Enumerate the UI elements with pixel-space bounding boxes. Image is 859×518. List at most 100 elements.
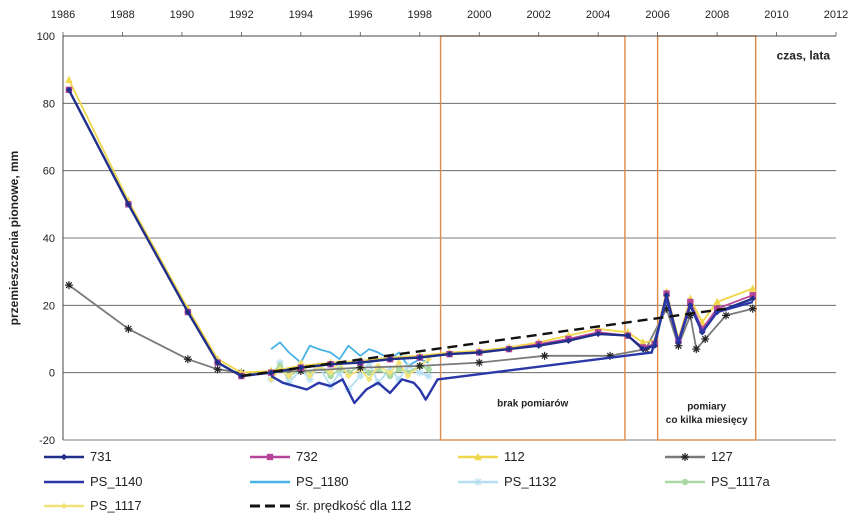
data-point: [425, 366, 432, 373]
legend-label: 732: [296, 449, 318, 464]
data-point: [713, 297, 721, 306]
data-point: [65, 86, 73, 94]
data-point: [476, 349, 483, 356]
data-point: [64, 281, 73, 290]
data-point: [404, 372, 412, 380]
series-112: [65, 75, 757, 376]
data-point: [424, 372, 433, 381]
data-point: [713, 305, 721, 312]
data-point: [415, 361, 424, 370]
y-tick-label: 20: [43, 300, 55, 312]
x-tick-label: 2000: [467, 9, 491, 21]
series-ps-1140: [270, 297, 754, 405]
marker-stroke: [541, 352, 548, 360]
x-tick-label: 1994: [289, 9, 313, 21]
data-point: [749, 295, 756, 302]
data-point: [687, 298, 694, 306]
x-tick-label: 2008: [705, 9, 729, 21]
marker-stroke: [722, 312, 730, 319]
data-point: [327, 369, 334, 376]
y-tick-label: 60: [43, 166, 55, 178]
data-point: [681, 478, 689, 486]
x-tick-label: 1996: [348, 9, 372, 21]
x-tick-label: 2002: [526, 9, 550, 21]
series-line: [67, 89, 754, 378]
data-point: [639, 345, 646, 353]
data-point: [505, 345, 513, 353]
annotation-label: co kilka miesięcy: [666, 415, 748, 426]
data-point: [475, 358, 484, 367]
y-tick-label: 100: [37, 31, 55, 43]
series-line: [241, 307, 727, 378]
legend-label: 112: [504, 449, 525, 464]
marker-stroke: [184, 355, 192, 363]
data-point: [214, 359, 221, 366]
legend-item: 731: [44, 449, 112, 464]
data-point: [60, 453, 68, 461]
legend-item: PS_1117: [44, 498, 142, 513]
marker-stroke: [701, 335, 709, 343]
series--r-pr-dko-dla-112: [241, 307, 727, 378]
y-tick-label: 40: [43, 233, 55, 245]
data-point: [535, 342, 542, 349]
x-axis-title: czas, lata: [777, 49, 831, 63]
data-point: [386, 372, 394, 380]
data-point: [540, 351, 549, 360]
axes: [62, 32, 837, 440]
x-tick-label: 1986: [51, 9, 75, 21]
data-point: [474, 452, 482, 461]
data-point: [681, 453, 689, 461]
data-point: [366, 369, 373, 376]
legend-item: PS_1180: [250, 474, 349, 489]
marker-stroke: [681, 453, 689, 461]
data-point: [238, 372, 245, 380]
legend-item: śr. prędkość dla 112: [250, 498, 411, 513]
data-point: [748, 304, 757, 313]
marker-stroke: [357, 372, 364, 380]
data-point: [366, 376, 373, 383]
legend-item: PS_1132: [458, 474, 557, 489]
series-line: [270, 297, 754, 405]
legend-label: PS_1140: [90, 474, 143, 489]
data-point: [639, 338, 647, 346]
legend-label: PS_1180: [296, 474, 349, 489]
data-point: [663, 292, 670, 299]
legend-label: śr. prędkość dla 112: [296, 498, 411, 513]
x-tick-label: 1992: [229, 9, 253, 21]
data-point: [60, 502, 68, 510]
data-point: [749, 284, 757, 292]
legend-item: 112: [458, 449, 525, 464]
x-tick-label: 2006: [645, 9, 669, 21]
data-point: [624, 332, 632, 339]
marker-stroke: [125, 325, 132, 333]
data-point: [395, 359, 403, 366]
data-point: [297, 364, 305, 371]
data-point: [356, 372, 365, 381]
legend-item: 127: [665, 449, 733, 464]
legend-item: PS_1117a: [665, 474, 771, 489]
data-point: [692, 345, 701, 354]
x-tick-label: 1988: [110, 9, 134, 21]
series-line: [68, 79, 754, 374]
data-point: [721, 311, 730, 320]
data-point: [213, 365, 222, 374]
data-point: [345, 372, 352, 380]
data-point: [276, 362, 284, 370]
marker-stroke: [395, 376, 403, 383]
legend-item: PS_1140: [44, 474, 143, 489]
data-point: [594, 330, 602, 338]
data-point: [749, 292, 756, 299]
marker-stroke: [749, 305, 756, 312]
data-point: [446, 350, 453, 358]
data-point: [183, 355, 192, 364]
data-point: [327, 372, 334, 380]
legend-label: PS_1132: [504, 474, 557, 489]
data-point: [474, 478, 482, 486]
legend-item: 732: [250, 449, 318, 464]
data-point: [416, 354, 423, 361]
legend-label: PS_1117a: [711, 474, 771, 489]
legend-label: 127: [711, 449, 733, 464]
series-lines: [64, 75, 757, 405]
